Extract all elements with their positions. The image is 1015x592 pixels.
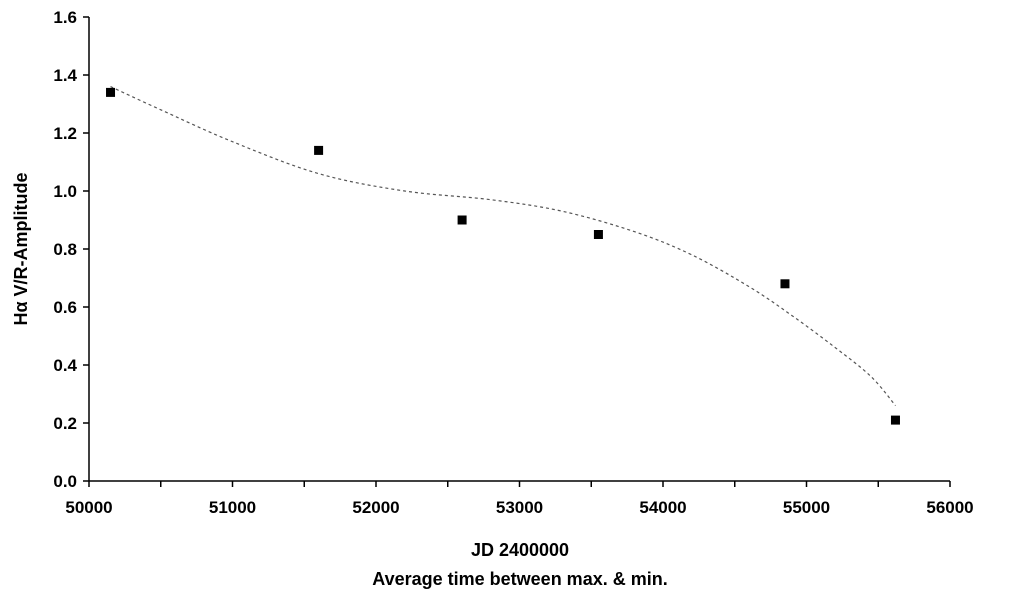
data-point [593, 230, 603, 239]
data-point [106, 87, 116, 97]
x-tick-label: 52000 [352, 498, 399, 517]
x-axis-title: JD 2400000 [471, 540, 569, 560]
y-axis-title: Hα V/R-Amplitude [11, 172, 31, 325]
x-tick-label: 55000 [783, 498, 830, 517]
y-tick-label: 1.2 [53, 124, 77, 143]
ticks [83, 16, 951, 487]
tick-labels: 0.0 0.2 0.4 0.6 0.8 1.0 1.2 1.4 1.6 50000 51000 520… [53, 8, 973, 517]
y-tick-label: 1.6 [53, 8, 77, 27]
data-point [890, 415, 900, 425]
data-point [780, 279, 790, 289]
trendline [110, 86, 896, 406]
x-tick-label: 56000 [926, 498, 973, 517]
x-axis-subtitle: Average time between max. & min. [372, 569, 667, 589]
data-point [314, 145, 324, 155]
y-tick-label: 1.0 [53, 182, 77, 201]
y-tick-label: 0.8 [53, 240, 77, 259]
y-tick-label: 0.0 [53, 472, 77, 491]
data-point [457, 215, 467, 225]
x-tick-label: 50000 [65, 498, 112, 517]
axes [88, 17, 950, 482]
y-tick-label: 0.2 [53, 414, 77, 433]
y-tick-label: 1.4 [53, 66, 77, 85]
y-tick-label: 0.4 [53, 356, 77, 375]
x-tick-label: 53000 [496, 498, 543, 517]
y-tick-label: 0.6 [53, 298, 77, 317]
data-points [106, 87, 900, 425]
x-tick-label: 54000 [639, 498, 686, 517]
x-tick-label: 51000 [209, 498, 256, 517]
